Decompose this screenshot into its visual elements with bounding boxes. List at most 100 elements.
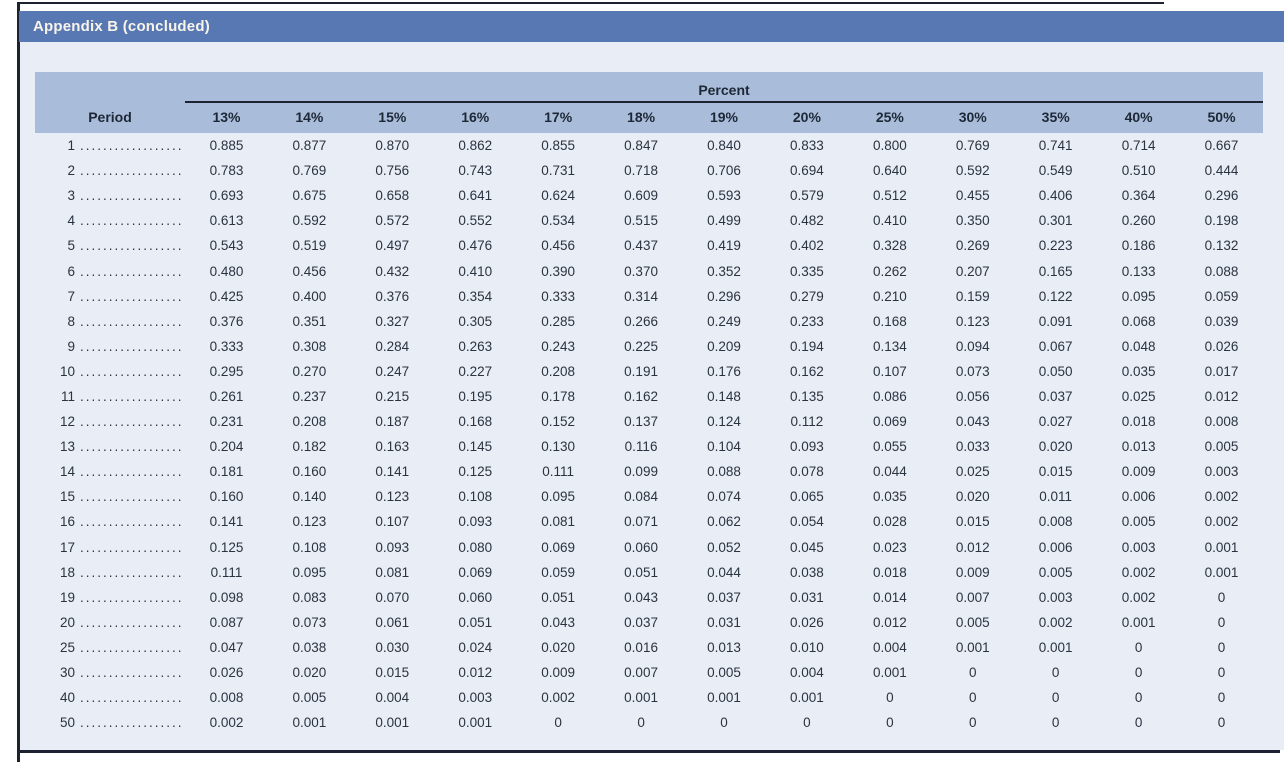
value-cell: 0.035 xyxy=(1121,363,1156,379)
value-cell: 0.370 xyxy=(624,263,658,279)
table-row: 10.................. 0.295 0.270 0.247 0.227… xyxy=(35,359,1263,384)
value-cell: 0.020 xyxy=(955,489,990,505)
value-cell: 0.285 xyxy=(541,313,576,329)
table-row: 2.................. 0.783 0.769 0.756 0.743 0… xyxy=(35,158,1263,183)
value-cell: 0.456 xyxy=(541,238,576,254)
value-cell: 0.305 xyxy=(458,313,493,329)
value-cell: 0.296 xyxy=(707,288,741,304)
period-cell: 2.................. xyxy=(35,158,185,183)
period-cell: 30.................. xyxy=(35,660,185,685)
value-cell: 0.624 xyxy=(541,188,576,204)
value-cell: 0.552 xyxy=(458,213,493,229)
value-cell: 0.059 xyxy=(1204,288,1239,304)
value-cell: 0.124 xyxy=(707,414,741,430)
value-cell: 0.549 xyxy=(1038,163,1073,179)
value-cell: 0.069 xyxy=(872,414,907,430)
value-cell: 0 xyxy=(1217,690,1226,706)
value-cell: 0.004 xyxy=(872,639,907,655)
value-cell: 0.038 xyxy=(292,639,327,655)
value-cell: 0.043 xyxy=(624,589,658,605)
period-cell: 16.................. xyxy=(35,509,185,534)
table-row: 20.................. 0.087 0.073 0.061 0.051… xyxy=(35,610,1263,635)
value-cell: 0.006 xyxy=(1121,489,1156,505)
value-cell: 0.675 xyxy=(292,188,327,204)
value-cell: 0.071 xyxy=(624,514,658,530)
value-cell: 0.223 xyxy=(1038,238,1073,254)
value-cell: 0.111 xyxy=(210,564,243,580)
dot-leader: .................. xyxy=(80,363,184,379)
value-cell: 0.003 xyxy=(1121,539,1156,555)
value-cell: 0.002 xyxy=(1204,514,1239,530)
value-cell: 0.044 xyxy=(707,564,741,580)
value-cell: 0 xyxy=(969,690,977,706)
value-cell: 0.043 xyxy=(541,614,576,630)
value-cell: 0 xyxy=(554,715,562,731)
value-cell: 0.260 xyxy=(1121,213,1156,229)
table-row: 17.................. 0.125 0.108 0.093 0.080… xyxy=(35,535,1263,560)
value-cell: 0.031 xyxy=(707,614,741,630)
table-row: 9.................. 0.333 0.308 0.284 0.263 0… xyxy=(35,334,1263,359)
value-cell: 0.351 xyxy=(292,313,327,329)
value-cell: 0.095 xyxy=(292,564,327,580)
value-cell: 0.800 xyxy=(872,138,907,154)
value-cell: 0.579 xyxy=(790,188,824,204)
value-cell: 0.270 xyxy=(292,363,327,379)
value-cell: 0.070 xyxy=(375,589,410,605)
dot-leader: .................. xyxy=(80,138,184,154)
value-cell: 0 xyxy=(886,715,894,731)
period-number: 40 xyxy=(59,690,75,706)
value-cell: 0 xyxy=(1134,690,1143,706)
value-cell: 0.010 xyxy=(790,639,824,655)
value-cell: 0.284 xyxy=(375,338,410,354)
value-cell: 0.028 xyxy=(872,514,907,530)
value-cell: 0.108 xyxy=(292,539,327,555)
dot-leader: .................. xyxy=(80,263,184,279)
value-cell: 0.001 xyxy=(458,715,493,731)
period-number: 19 xyxy=(59,589,75,605)
value-cell: 0.718 xyxy=(624,163,658,179)
dot-leader: .................. xyxy=(80,539,184,555)
period-cell: 8.................. xyxy=(35,309,185,334)
value-cell: 0.099 xyxy=(624,464,658,480)
value-cell: 0.020 xyxy=(541,639,576,655)
value-cell: 0.592 xyxy=(292,213,327,229)
period-column-header: Period xyxy=(35,102,185,133)
value-cell: 0 xyxy=(1217,715,1226,731)
value-cell: 0.039 xyxy=(1204,313,1239,329)
value-cell: 0.208 xyxy=(292,414,327,430)
table-row: 16.................. 0.141 0.123 0.107 0.093… xyxy=(35,509,1263,534)
value-cell: 0.104 xyxy=(707,439,741,455)
value-cell: 0.084 xyxy=(624,489,658,505)
period-number: 7 xyxy=(67,288,75,304)
value-cell: 0.094 xyxy=(955,338,990,354)
column-header: 19% xyxy=(682,102,766,133)
value-cell: 0.133 xyxy=(1121,263,1156,279)
value-cell: 0.068 xyxy=(1121,313,1156,329)
value-cell: 0.840 xyxy=(707,138,741,154)
period-number: 17 xyxy=(59,539,75,555)
value-cell: 0 xyxy=(1134,665,1143,681)
value-cell: 0.233 xyxy=(790,313,824,329)
table-row: 13.................. 0.204 0.182 0.163 0.145… xyxy=(35,434,1263,459)
dot-leader: .................. xyxy=(80,589,184,605)
table-row: 18.................. 0.111 0.095 0.081 0.069… xyxy=(35,560,1263,585)
value-cell: 0.112 xyxy=(790,414,824,430)
value-cell: 0.400 xyxy=(292,288,327,304)
value-cell: 0.227 xyxy=(458,363,493,379)
value-cell: 0 xyxy=(886,690,894,706)
value-cell: 0.480 xyxy=(209,263,244,279)
value-cell: 0.266 xyxy=(624,313,658,329)
column-header: 16% xyxy=(433,102,517,133)
value-cell: 0.060 xyxy=(458,589,493,605)
value-cell: 0 xyxy=(969,665,977,681)
value-cell: 0.081 xyxy=(541,514,576,530)
value-cell: 0.476 xyxy=(458,238,493,254)
value-cell: 0.012 xyxy=(955,539,990,555)
column-header: 13% xyxy=(185,102,268,133)
dot-leader: .................. xyxy=(80,338,184,354)
period-cell: 10.................. xyxy=(35,359,185,384)
value-cell: 0 xyxy=(1217,614,1226,630)
value-cell: 0.045 xyxy=(790,539,824,555)
value-cell: 0.141 xyxy=(209,514,244,530)
value-cell: 0.009 xyxy=(955,564,990,580)
